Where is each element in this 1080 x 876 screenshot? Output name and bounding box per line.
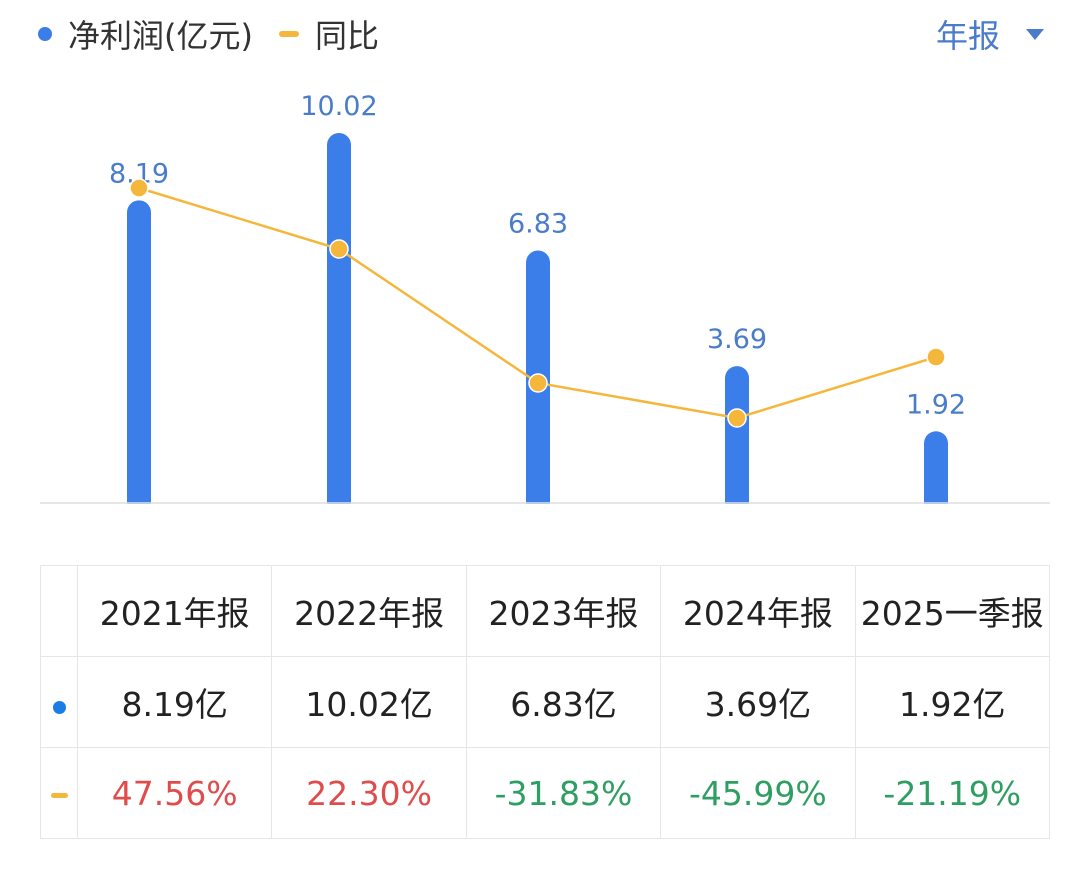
baseline-mask [0, 504, 1080, 530]
table-header-cell: 2023年报 [465, 565, 662, 657]
table-cell: 8.19亿 [76, 656, 273, 748]
table-cell: 6.83亿 [465, 656, 662, 748]
table-cell-yoy: -31.83% [465, 747, 662, 839]
table-corner-cell [40, 565, 78, 657]
table-row-yoy: 47.56% 22.30% -31.83% -45.99% -21.19% [40, 747, 1051, 839]
table-row-net-profit: 8.19亿 10.02亿 6.83亿 3.69亿 1.92亿 [40, 656, 1051, 748]
yoy-point-2023年报 [528, 373, 548, 393]
table-cell: 10.02亿 [271, 656, 467, 748]
legend-line-label: 同比 [314, 17, 379, 55]
table-cell: 1.92亿 [854, 656, 1051, 748]
yoy-point-2025一季报 [926, 347, 946, 367]
bar-data-label: 6.83 [508, 208, 568, 239]
table-header-row: 2021年报 2022年报 2023年报 2024年报 2025一季报 [40, 565, 1051, 657]
yoy-marker [50, 792, 68, 798]
table-header-cell: 2024年报 [660, 565, 856, 657]
table-cell: 3.69亿 [660, 656, 856, 748]
table-cell-yoy: -45.99% [660, 747, 856, 839]
legend-bar-label: 净利润(亿元) [68, 17, 253, 55]
period-selector-label: 年报 [935, 17, 1000, 55]
table-cell-yoy: 22.30% [271, 747, 467, 839]
bar-data-label: 10.02 [300, 91, 377, 122]
yoy-point-2022年报 [329, 239, 349, 259]
legend-line-marker [278, 31, 299, 37]
period-selector[interactable]: 年报 [936, 12, 1044, 56]
table-header-cell: 2021年报 [76, 565, 273, 657]
bar-data-label: 3.69 [707, 324, 767, 355]
table-row-marker-cell [40, 656, 78, 748]
chart-legend: 净利润(亿元) 同比 [38, 12, 379, 56]
net-profit-marker [52, 700, 66, 714]
bar-2024年报 [725, 366, 749, 514]
bar-2022年报 [327, 133, 351, 514]
chevron-down-icon [1026, 28, 1044, 40]
legend-bar-marker [38, 27, 52, 41]
table-cell-yoy: 47.56% [76, 747, 273, 839]
table-row-marker-cell [40, 747, 78, 839]
table-header-cell: 2025一季报 [854, 565, 1051, 657]
table-cell-yoy: -21.19% [854, 747, 1051, 839]
yoy-point-2024年报 [727, 408, 747, 428]
table-header-cell: 2022年报 [271, 565, 467, 657]
data-table: 2021年报 2022年报 2023年报 2024年报 2025一季报 8.19… [40, 565, 1051, 839]
yoy-point-2021年报 [129, 178, 149, 198]
bar-2025一季报 [924, 431, 948, 514]
bar-data-label: 1.92 [906, 389, 966, 420]
bar-2021年报 [127, 200, 151, 514]
